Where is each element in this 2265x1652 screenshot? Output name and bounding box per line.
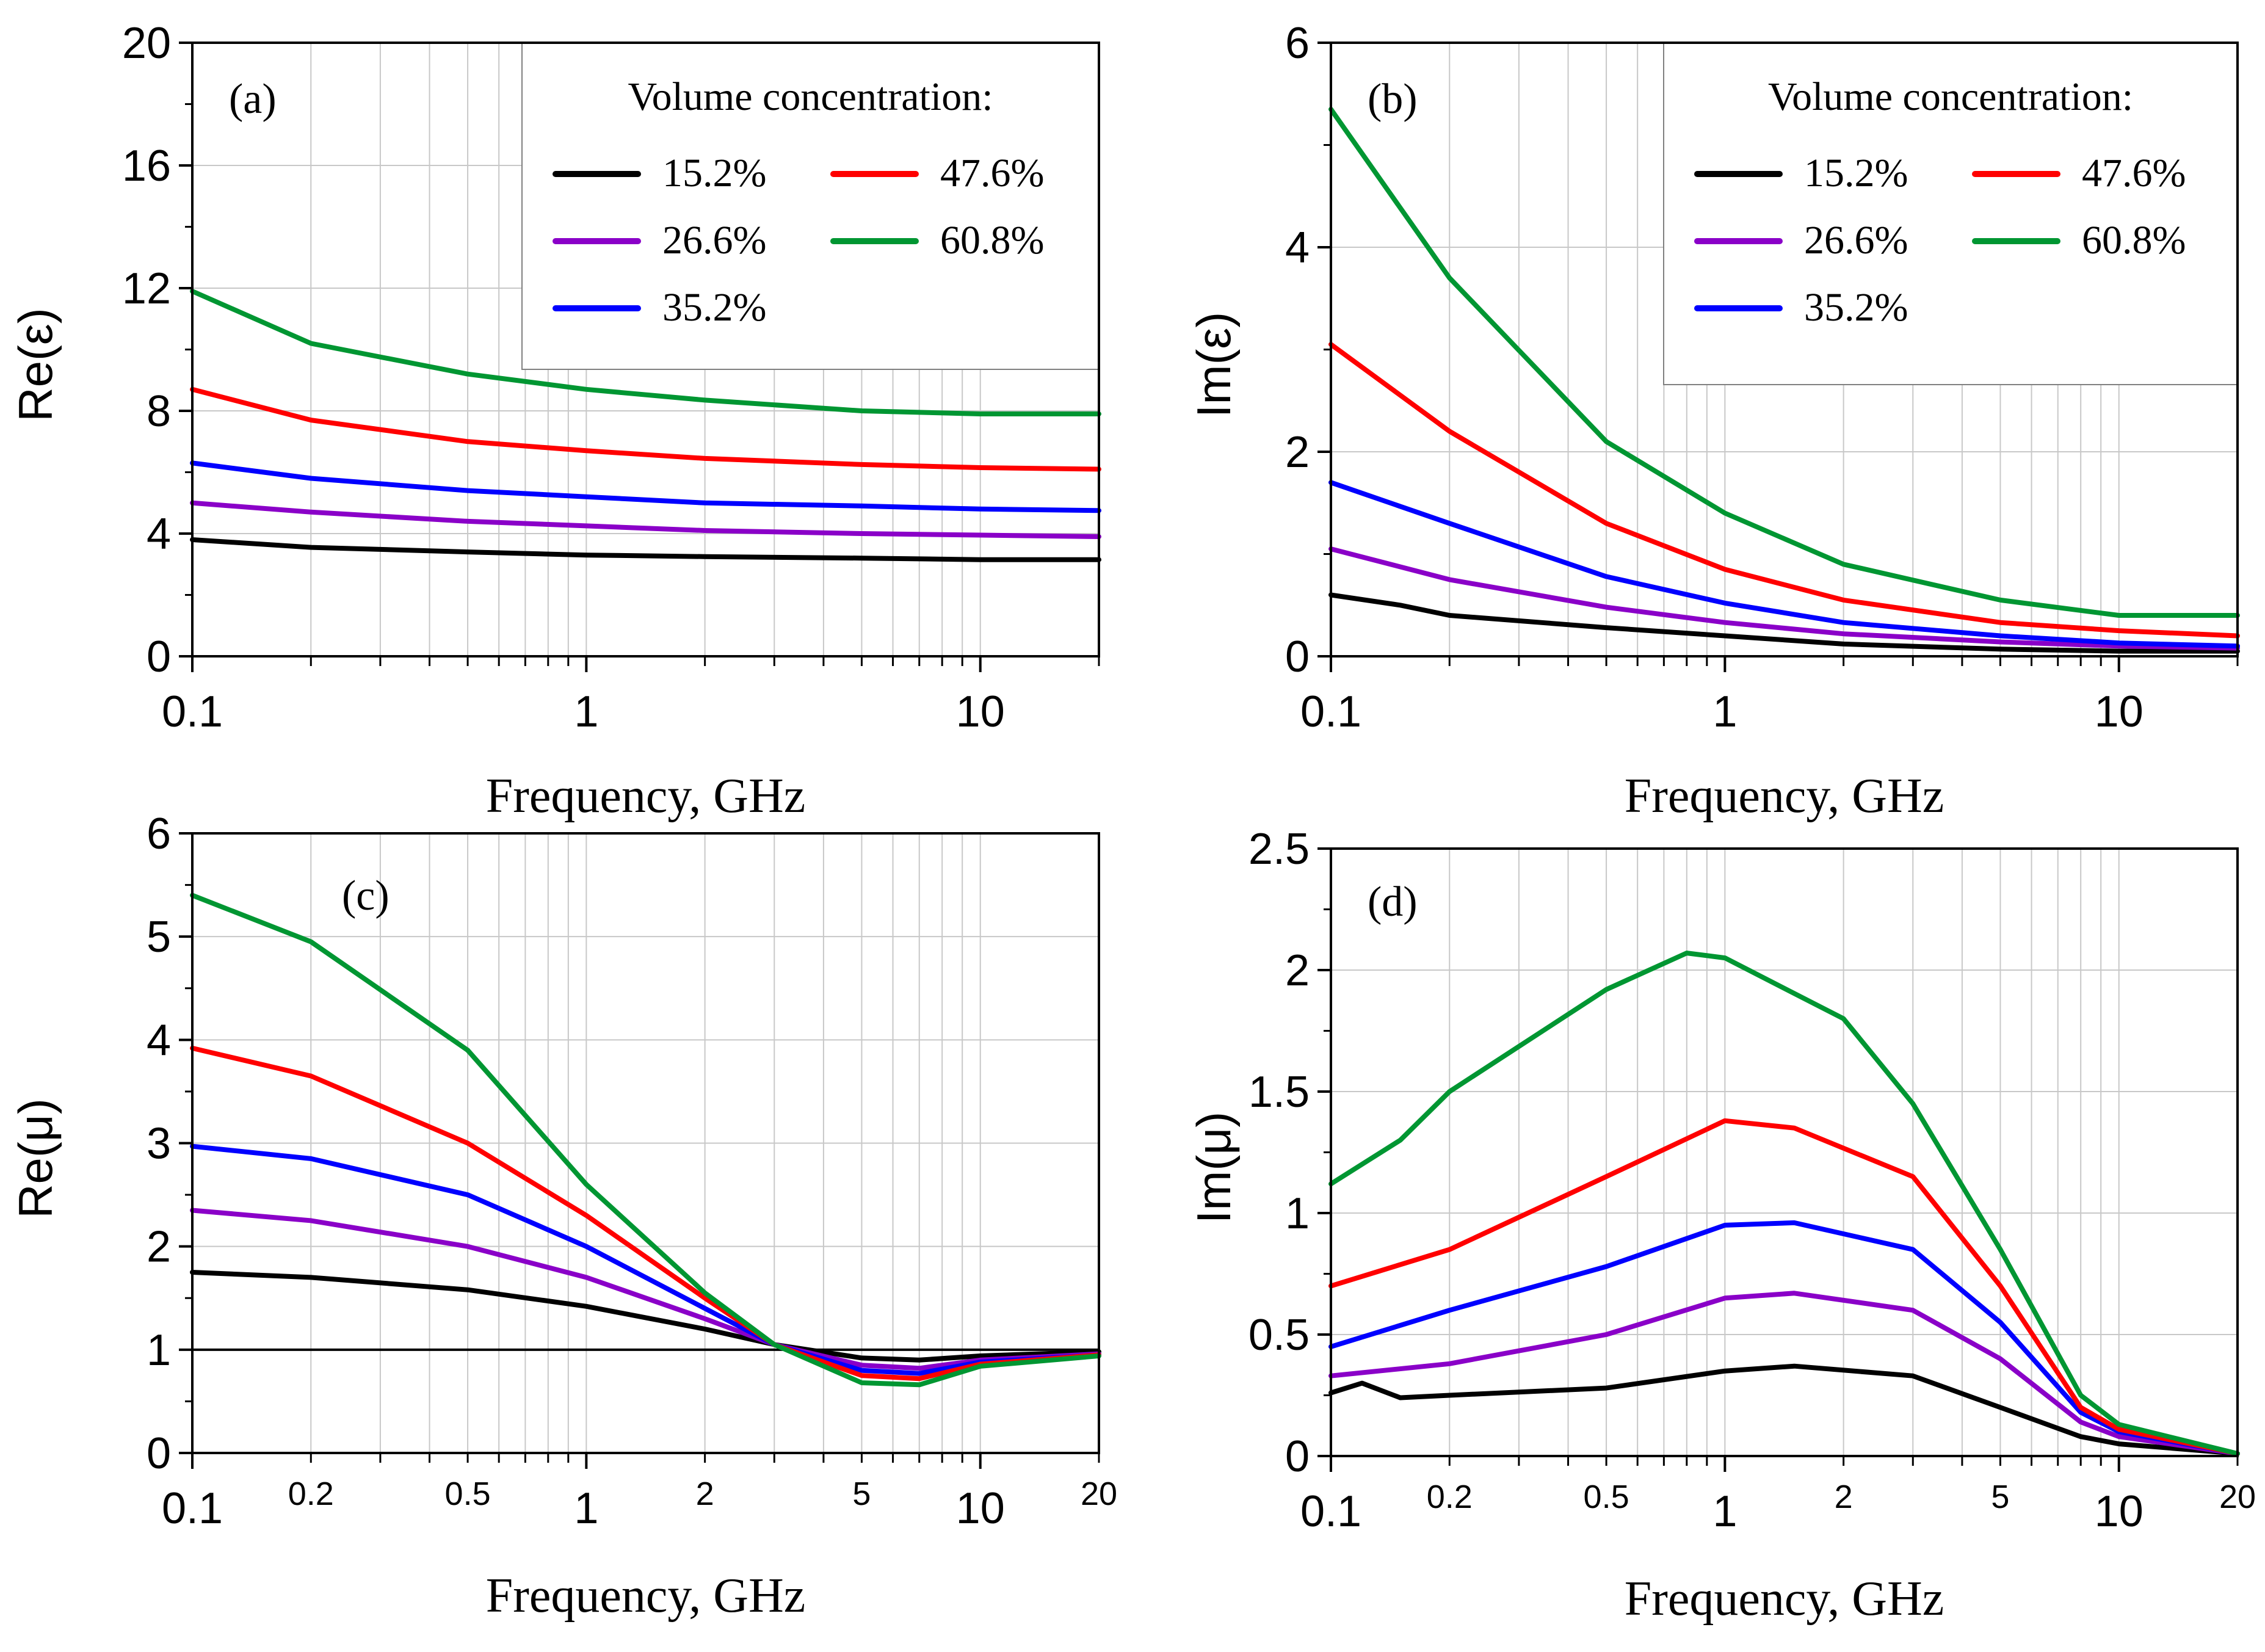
- series-line-26_6pct: [1328, 1291, 2240, 1456]
- legend-entry-label: 15.2%: [1804, 151, 1908, 195]
- y-axis-title: Im(μ): [1187, 1112, 1241, 1224]
- legend-entry-label: 26.6%: [1804, 218, 1908, 263]
- series-line-47_6pct: [1328, 342, 2240, 639]
- x-tick-label: 0.5: [445, 1476, 491, 1512]
- series-line-26_6pct: [190, 1208, 1101, 1371]
- panel-label: (d): [1368, 879, 1418, 926]
- y-tick-label: 4: [147, 510, 171, 559]
- panel-b: 0 2 4 6 0.1 1 10 Frequency, GHz Im(ε) (b) Volume c…: [1187, 19, 2240, 823]
- x-tick-label: 20: [2219, 1479, 2256, 1515]
- series-line-60_8pct: [190, 893, 1101, 1388]
- y-tick-label: 6: [1285, 19, 1310, 68]
- y-tick-label: 8: [147, 387, 171, 436]
- x-axis-title: Frequency, GHz: [486, 769, 806, 823]
- y-tick-label: 1.5: [1248, 1068, 1310, 1117]
- x-tick-label: 10: [2095, 687, 2144, 736]
- series-line-47_6pct: [1328, 1118, 2240, 1456]
- y-tick-label: 4: [1285, 223, 1310, 272]
- series-line-35_2pct: [190, 460, 1101, 513]
- legend-box: [1663, 42, 2238, 385]
- x-tick-label: 5: [1991, 1479, 2009, 1515]
- x-tick-label: 0.1: [162, 1484, 223, 1533]
- x-tick-label: 1: [1712, 687, 1737, 736]
- series-line-47_6pct: [190, 1045, 1101, 1382]
- x-axis-title: Frequency, GHz: [1625, 1572, 1944, 1626]
- x-tick-label: 1: [574, 1484, 598, 1533]
- y-tick-label: 1: [1285, 1189, 1310, 1238]
- x-axis-title: Frequency, GHz: [1625, 769, 1944, 823]
- y-tick-label: 0.5: [1248, 1311, 1310, 1360]
- series-line-15_2pct: [190, 537, 1101, 562]
- legend-entry-label: 35.2%: [1804, 285, 1908, 330]
- y-tick-label: 0: [1285, 1432, 1310, 1481]
- x-tick-label: 0.1: [162, 687, 223, 736]
- panel-label: (c): [342, 872, 390, 919]
- y-tick-label: 3: [147, 1120, 171, 1168]
- y-tick-label: 2: [1285, 946, 1310, 995]
- x-tick-label: 2: [696, 1476, 714, 1512]
- panel-c: 0 1 2 3 4 5 6 0.1 0.2 0.5 1 2 5 10 20 Frequency, GHz Re(…: [9, 810, 1117, 1623]
- series-line-60_8pct: [1328, 951, 2240, 1456]
- legend-title: Volume concentration:: [1768, 74, 2133, 119]
- y-tick-label: 12: [122, 264, 171, 313]
- legend-entry-label: 35.2%: [662, 285, 766, 330]
- x-tick-label: 5: [852, 1476, 871, 1512]
- y-tick-label: 2: [147, 1223, 171, 1272]
- y-tick-label: 5: [147, 913, 171, 962]
- series-line-35_2pct: [1328, 480, 2240, 649]
- y-tick-label: 1: [147, 1326, 171, 1375]
- x-tick-label: 1: [1712, 1487, 1737, 1536]
- x-axis-title: Frequency, GHz: [486, 1569, 806, 1623]
- series-line-35_2pct: [1328, 1220, 2240, 1456]
- y-tick-label: 0: [1285, 632, 1310, 681]
- y-tick-label: 2.5: [1248, 825, 1310, 874]
- legend-entry-label: 15.2%: [662, 151, 766, 195]
- y-tick-label: 0: [147, 632, 171, 681]
- series-line-60_8pct: [190, 289, 1101, 416]
- y-tick-label: 2: [1285, 428, 1310, 477]
- legend-title: Volume concentration:: [628, 74, 993, 119]
- series-line-26_6pct: [1328, 546, 2240, 651]
- legend-entry-label: 47.6%: [2082, 151, 2186, 195]
- y-tick-label: 20: [122, 19, 171, 68]
- legend-box: [521, 42, 1100, 370]
- x-tick-label: 0.2: [288, 1476, 334, 1512]
- y-axis-title: Im(ε): [1187, 312, 1241, 418]
- x-tick-label: 0.1: [1300, 687, 1361, 736]
- x-tick-label: 1: [574, 687, 598, 736]
- legend-entry-label: 60.8%: [940, 218, 1044, 263]
- x-tick-label: 0.2: [1427, 1479, 1473, 1515]
- series-line-26_6pct: [190, 500, 1101, 539]
- series-line-15_2pct: [1328, 592, 2240, 654]
- series-line-60_8pct: [1328, 106, 2240, 618]
- y-axis-title: Re(μ): [9, 1098, 62, 1219]
- x-tick-label: 0.1: [1300, 1487, 1361, 1536]
- series-line-15_2pct: [1328, 1363, 2240, 1456]
- y-tick-label: 4: [147, 1016, 171, 1065]
- series-line-47_6pct: [190, 386, 1101, 472]
- legend-entry-label: 47.6%: [940, 151, 1044, 195]
- panel-d: 0 0.5 1 1.5 2 2.5 0.1 0.2 0.5 1 2 5 10 20 Frequency, G…: [1187, 825, 2256, 1626]
- x-tick-label: 0.5: [1584, 1479, 1629, 1515]
- legend-entry-label: 26.6%: [662, 218, 766, 263]
- panel-a: 0 4 8 12 16 20 0.1 1 10 Frequency, GHz Re(ε) (a) Vol…: [9, 19, 1101, 823]
- x-tick-label: 20: [1081, 1476, 1117, 1512]
- legend-entry-label: 60.8%: [2082, 218, 2186, 263]
- y-tick-label: 0: [147, 1429, 171, 1478]
- y-tick-label: 6: [147, 810, 171, 858]
- series-line-15_2pct: [190, 1270, 1101, 1363]
- panel-label: (b): [1368, 76, 1418, 123]
- x-tick-label: 2: [1835, 1479, 1853, 1515]
- y-axis-title: Re(ε): [9, 308, 62, 421]
- x-tick-label: 10: [956, 687, 1005, 736]
- panel-label: (a): [229, 76, 277, 123]
- x-tick-label: 10: [956, 1484, 1005, 1533]
- x-tick-label: 10: [2095, 1487, 2144, 1536]
- y-tick-label: 16: [122, 142, 171, 190]
- series-line-35_2pct: [190, 1143, 1101, 1376]
